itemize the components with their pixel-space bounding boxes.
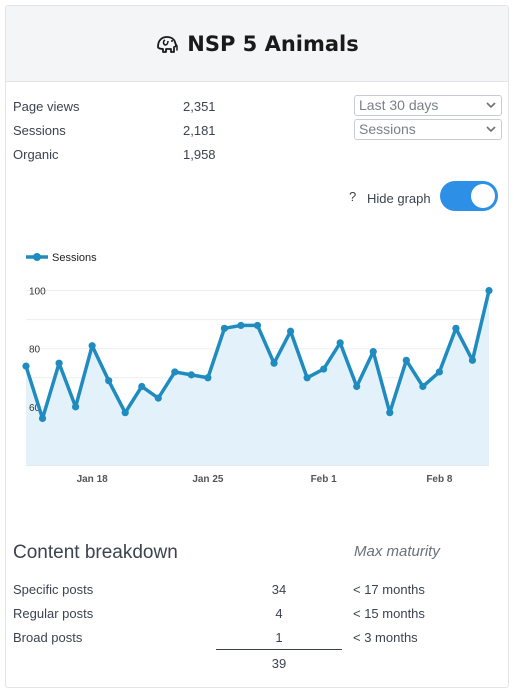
content-row-maturity: < 17 months: [353, 582, 425, 597]
x-tick-label: Jan 25: [192, 474, 224, 485]
total-divider: [216, 649, 342, 650]
content-row-maturity: < 3 months: [353, 630, 418, 645]
data-point: [204, 374, 212, 382]
help-icon[interactable]: ?: [349, 189, 357, 204]
metric-select-value: Sessions: [359, 121, 416, 137]
data-point: [303, 374, 311, 382]
max-maturity-title: Max maturity: [354, 543, 440, 560]
hide-graph-label: Hide graph: [367, 191, 431, 206]
elephant-icon: [157, 35, 178, 53]
metric-select[interactable]: Sessions: [354, 119, 502, 140]
data-point: [336, 339, 344, 347]
data-point: [237, 321, 245, 330]
data-point: [171, 368, 179, 376]
x-tick-label: Jan 18: [77, 474, 109, 485]
legend-label: Sessions: [52, 252, 97, 264]
period-select[interactable]: Last 30 days: [354, 95, 502, 116]
y-tick-label: 100: [29, 287, 46, 298]
hide-graph-toggle[interactable]: [440, 181, 498, 211]
data-point: [320, 365, 328, 373]
data-point: [402, 356, 410, 364]
data-point: [419, 382, 427, 391]
title-group: NSP 5 Animals: [155, 31, 359, 56]
legend-swatch-point: [33, 253, 41, 261]
series-area: [26, 290, 489, 465]
data-point: [452, 324, 460, 332]
data-point: [220, 324, 229, 332]
x-tick-label: Feb 8: [426, 474, 453, 485]
data-point: [38, 414, 47, 423]
content-row-count: 34: [271, 582, 287, 597]
stats-card: NSP 5 Animals Page views 2,351 Sessions …: [5, 5, 509, 688]
data-point: [353, 382, 361, 391]
data-point: [22, 362, 30, 370]
stat-label-page-views: Page views: [13, 99, 80, 114]
data-point: [369, 348, 377, 356]
data-point: [270, 359, 278, 367]
content-total: 39: [271, 656, 287, 671]
data-point: [187, 371, 195, 379]
stat-label-organic: Organic: [13, 147, 59, 162]
page-title: NSP 5 Animals: [187, 31, 359, 56]
content-row-label: Regular posts: [13, 606, 94, 621]
content-row-label: Broad posts: [13, 630, 83, 645]
data-point: [105, 377, 113, 385]
content-row-count: 1: [275, 630, 283, 645]
data-point: [88, 342, 96, 350]
card-header: NSP 5 Animals: [6, 6, 508, 82]
stat-value-organic: 1,958: [183, 147, 216, 162]
chevron-down-icon: [486, 102, 496, 109]
data-point: [154, 394, 162, 402]
y-tick-label: 60: [29, 403, 41, 414]
stat-value-page-views: 2,351: [183, 99, 216, 114]
toggle-knob: [471, 184, 495, 208]
content-breakdown-title: Content breakdown: [13, 542, 178, 563]
stat-value-sessions: 2,181: [183, 123, 216, 138]
data-point: [468, 356, 477, 364]
period-select-value: Last 30 days: [359, 97, 439, 113]
x-tick-label: Feb 1: [311, 474, 338, 485]
data-point: [121, 409, 129, 417]
chevron-down-icon: [486, 126, 496, 133]
content-row-maturity: < 15 months: [353, 606, 425, 621]
stat-label-sessions: Sessions: [13, 123, 66, 138]
data-point: [286, 327, 295, 335]
data-point: [72, 403, 80, 411]
data-point: [435, 368, 443, 376]
data-point: [485, 286, 493, 295]
sessions-line-chart: 100 80 60 Jan 18 Jan 25 Feb 1 Feb 8 Sessions: [22, 252, 493, 485]
content-row-label: Specific posts: [13, 582, 94, 597]
data-point: [138, 382, 146, 391]
content-row-count: 4: [275, 606, 283, 621]
data-point: [55, 359, 63, 367]
y-tick-label: 80: [29, 345, 41, 356]
data-point: [253, 321, 262, 330]
data-point: [386, 409, 394, 417]
